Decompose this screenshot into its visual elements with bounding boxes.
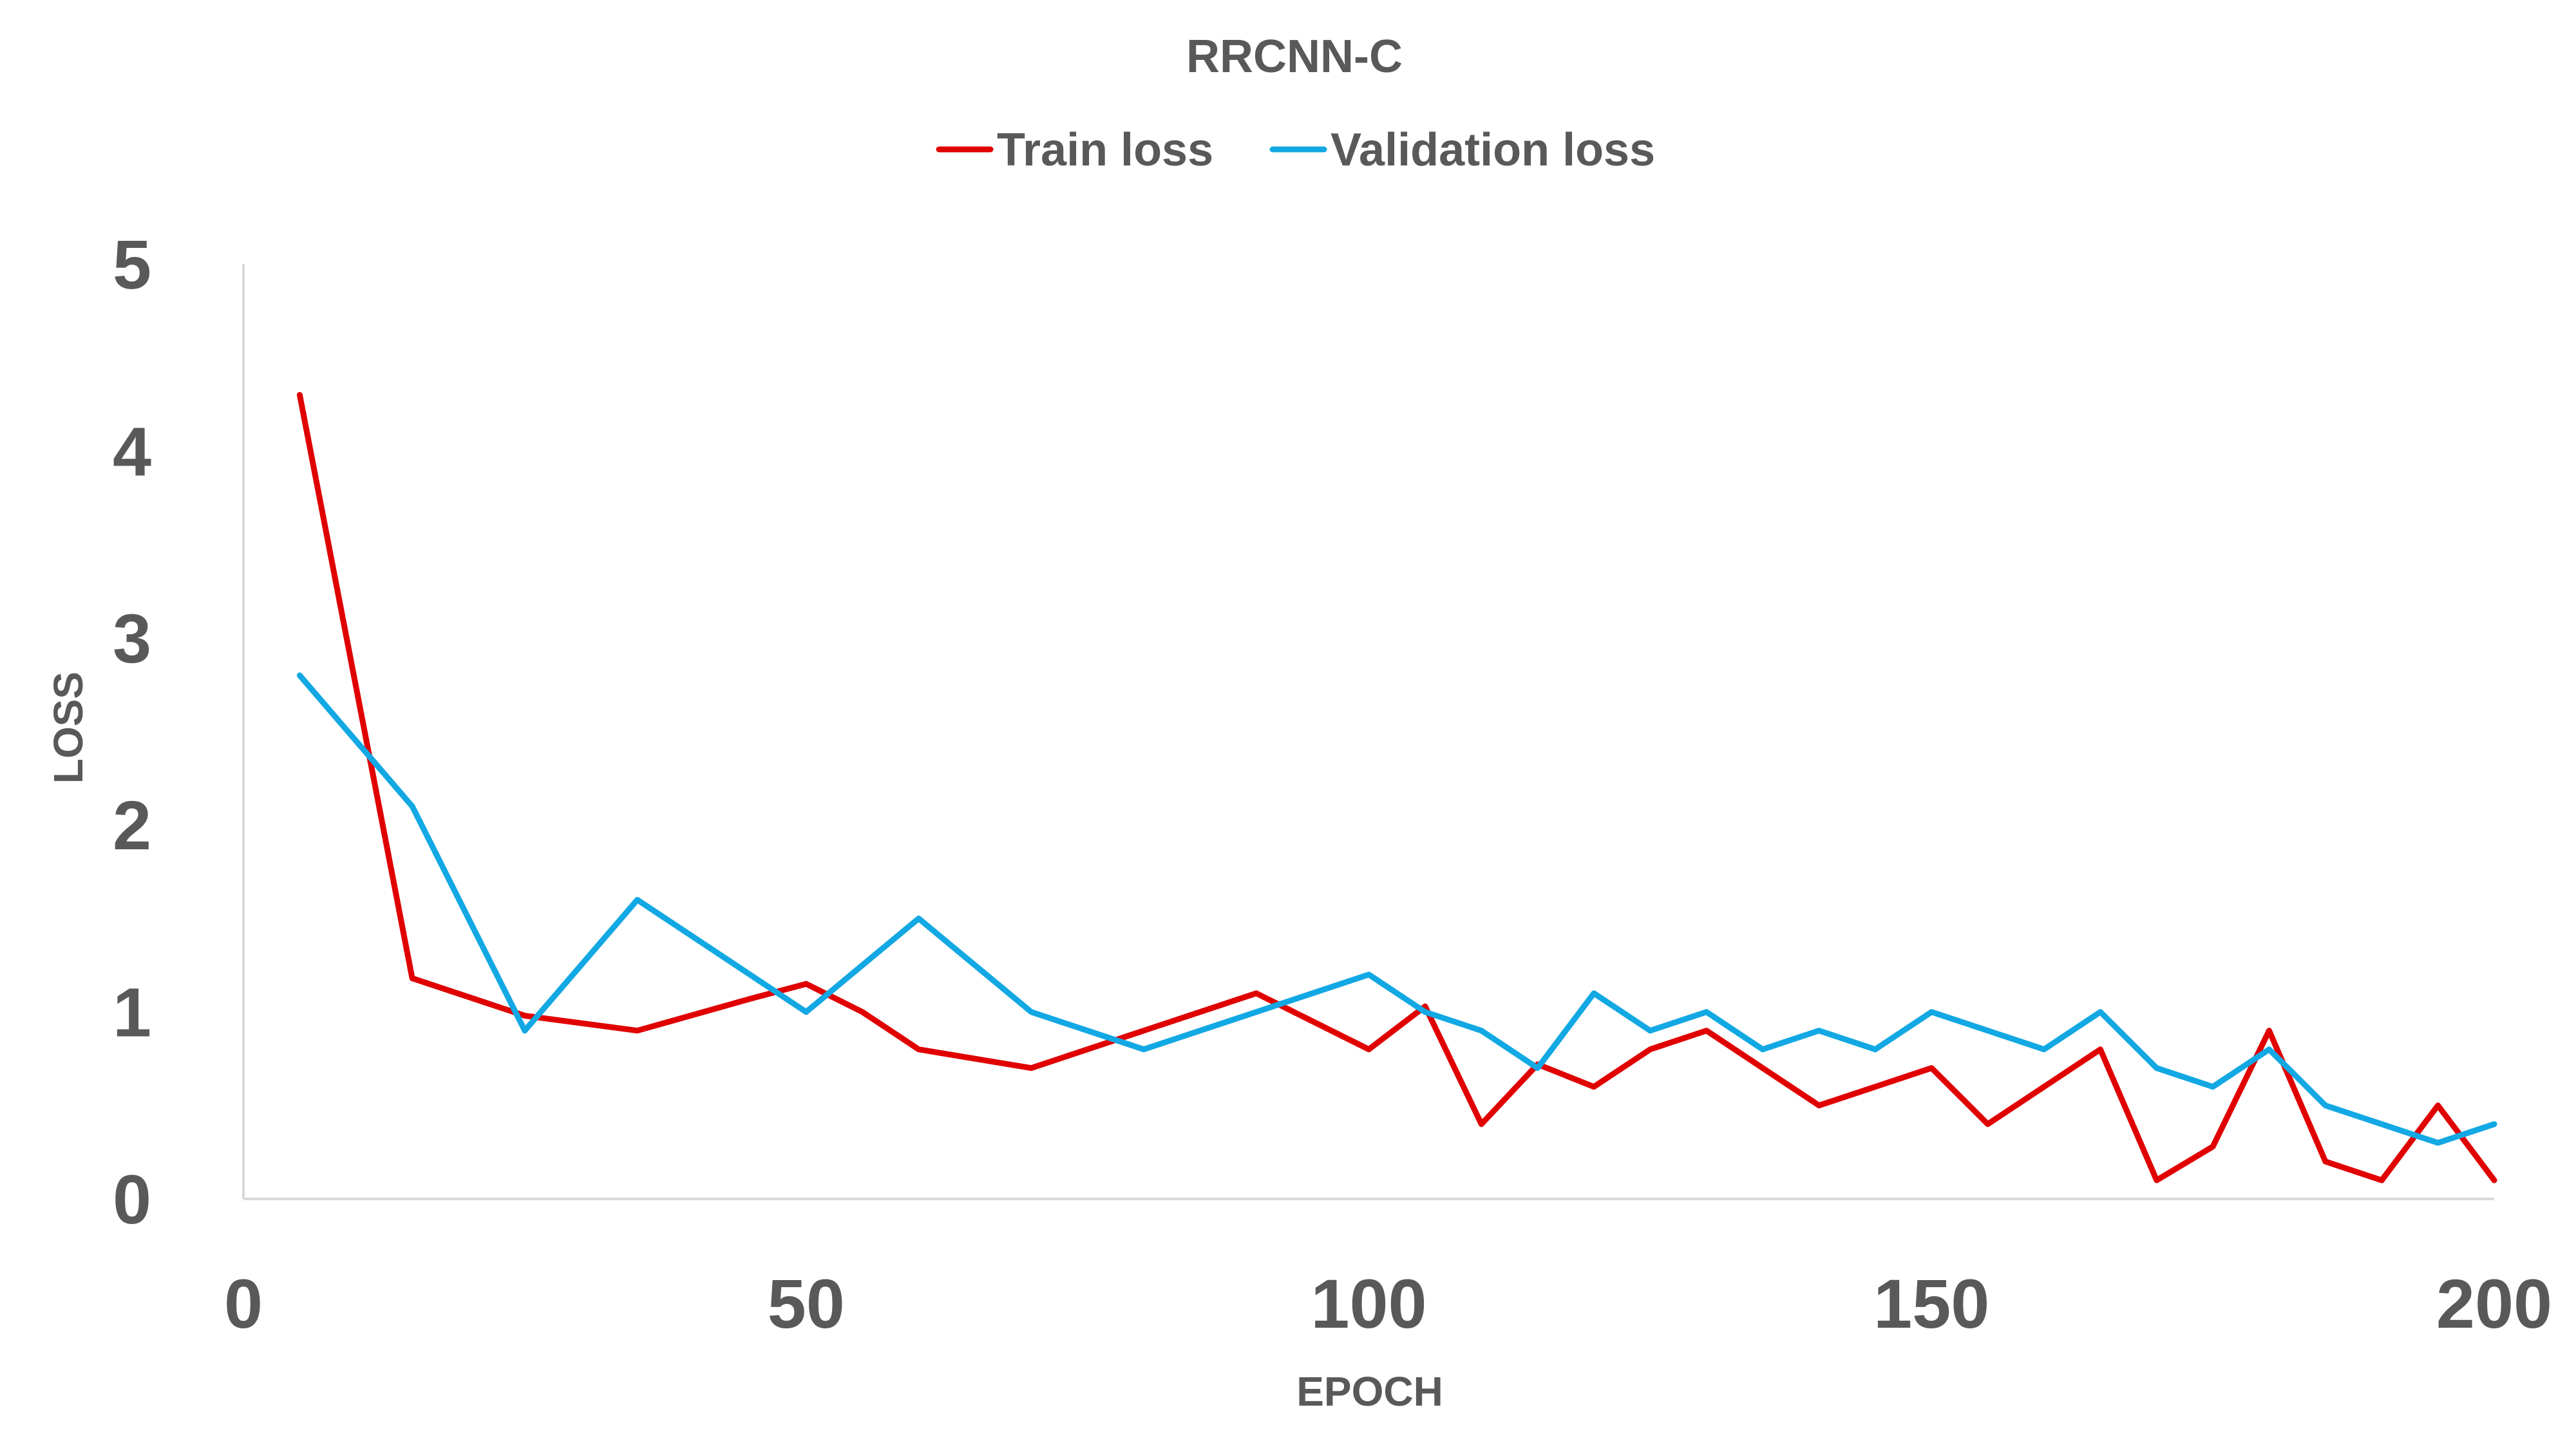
x-tick-label: 50	[768, 1265, 845, 1343]
y-tick-label: 2	[113, 786, 151, 864]
legend-label: Train loss	[997, 124, 1213, 176]
x-tick-label: 100	[1311, 1265, 1426, 1343]
y-tick-label: 0	[113, 1160, 151, 1238]
x-tick-label: 200	[2436, 1265, 2552, 1343]
y-tick-label: 4	[113, 412, 151, 490]
y-tick-label: 1	[113, 974, 151, 1051]
y-tick-label: 5	[113, 225, 151, 303]
series-line-train-loss	[296, 391, 2497, 1183]
legend: Train loss Validation loss	[936, 124, 1655, 176]
x-tick-label: 0	[224, 1265, 263, 1343]
y-tick-labels: 0 1 2 3 4 5	[113, 225, 151, 1238]
legend-label: Validation loss	[1331, 124, 1655, 176]
series-line-validation-loss	[296, 672, 2497, 1146]
x-axis-label: EPOCH	[1296, 1368, 1443, 1415]
x-tick-labels: 0 50 100 150 200	[224, 1265, 2552, 1343]
x-tick-label: 150	[1873, 1265, 1989, 1343]
y-axis-label: LOSS	[45, 672, 91, 784]
series-layer	[296, 391, 2497, 1183]
axes	[242, 264, 2494, 1200]
y-tick-label: 3	[113, 599, 151, 677]
chart-title: RRCNN-C	[1186, 31, 1403, 82]
